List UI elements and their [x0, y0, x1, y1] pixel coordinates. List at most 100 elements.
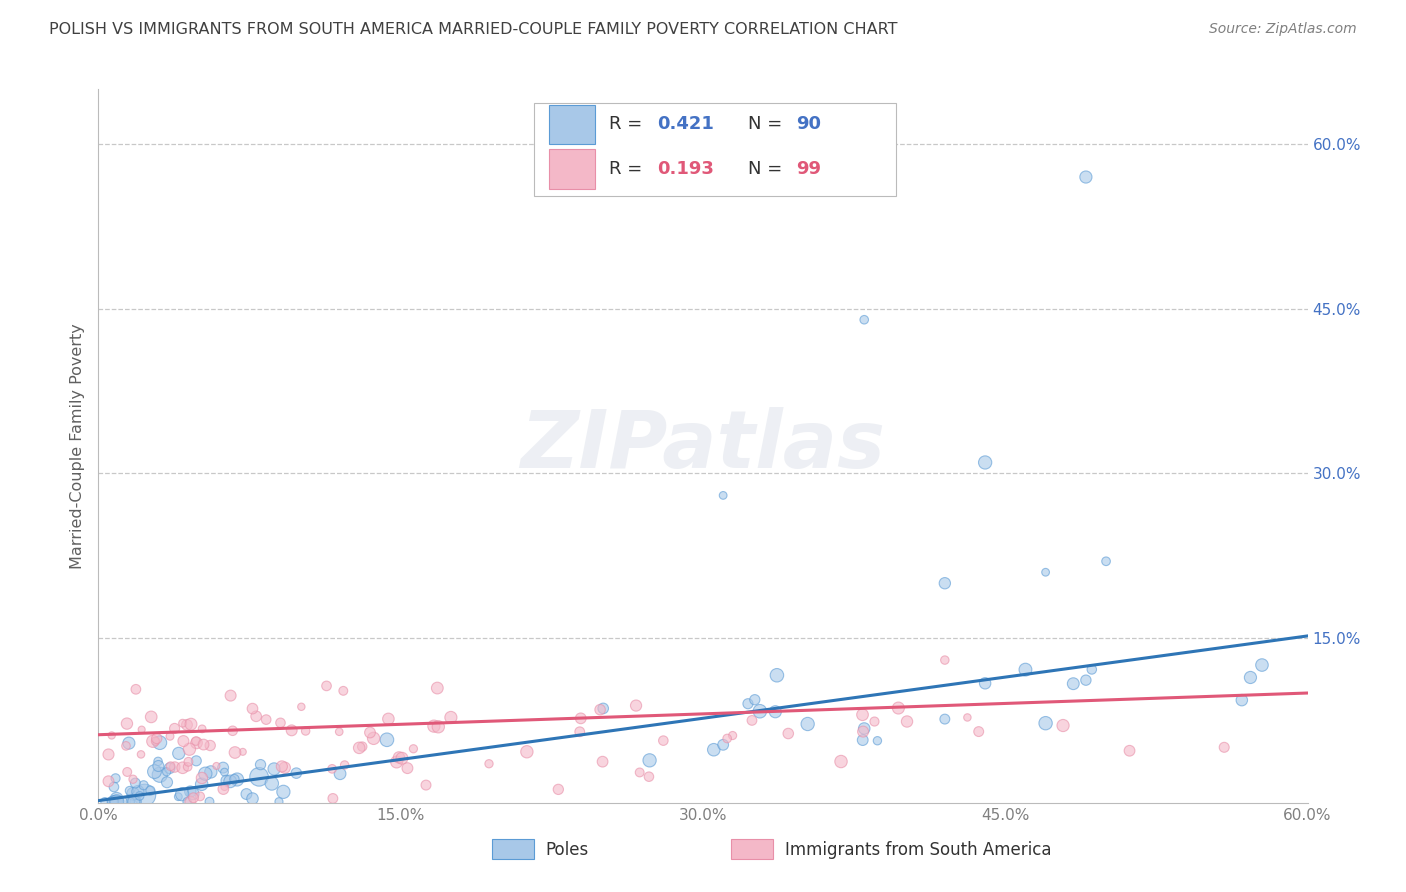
Point: [120, 795, 142, 809]
Point: [103, 780, 125, 794]
Point: [716, 731, 738, 746]
Text: Immigrants from South America: Immigrants from South America: [785, 841, 1052, 859]
Point: [181, 787, 204, 801]
Text: Source: ZipAtlas.com: Source: ZipAtlas.com: [1209, 22, 1357, 37]
Point: [134, 788, 156, 802]
Point: [796, 717, 818, 731]
Point: [427, 720, 450, 734]
Text: ZIPatlas: ZIPatlas: [520, 407, 886, 485]
Point: [569, 711, 592, 725]
Point: [967, 724, 990, 739]
Point: [1095, 554, 1118, 568]
Point: [830, 755, 852, 769]
Point: [128, 789, 150, 803]
Point: [155, 764, 177, 779]
Point: [1251, 658, 1274, 673]
Point: [191, 722, 214, 736]
Point: [183, 790, 205, 805]
Point: [974, 455, 997, 469]
Point: [172, 716, 194, 731]
Point: [159, 759, 181, 773]
Point: [547, 782, 569, 797]
Point: [172, 787, 194, 801]
Text: R =: R =: [609, 160, 648, 178]
Point: [328, 724, 350, 739]
Point: [363, 731, 385, 746]
Point: [97, 747, 120, 762]
Point: [652, 733, 675, 747]
Point: [115, 716, 138, 731]
Point: [388, 750, 411, 764]
Point: [226, 772, 249, 787]
Point: [896, 714, 918, 729]
Point: [294, 723, 316, 738]
Point: [763, 705, 786, 719]
Point: [143, 764, 166, 779]
Point: [127, 784, 149, 798]
Point: [105, 795, 128, 809]
Point: [333, 758, 356, 772]
Point: [104, 772, 127, 786]
Point: [321, 762, 343, 776]
Point: [212, 761, 235, 775]
Point: [638, 770, 661, 784]
Point: [934, 576, 956, 591]
Text: R =: R =: [609, 115, 648, 133]
Point: [274, 761, 297, 775]
Point: [385, 755, 408, 769]
Point: [267, 795, 290, 809]
Point: [193, 738, 215, 752]
Point: [163, 722, 186, 736]
Point: [156, 775, 179, 789]
Point: [352, 739, 374, 754]
Point: [132, 778, 155, 792]
Text: N =: N =: [748, 160, 787, 178]
Point: [214, 780, 236, 794]
Point: [852, 733, 875, 747]
Point: [766, 668, 789, 682]
Point: [851, 707, 873, 722]
Point: [1213, 740, 1236, 755]
Point: [94, 795, 117, 809]
Point: [778, 726, 800, 740]
Point: [179, 795, 201, 809]
Bar: [550, 150, 595, 189]
Point: [163, 760, 186, 774]
Point: [242, 701, 264, 715]
Point: [377, 712, 399, 726]
Point: [219, 774, 242, 789]
Point: [332, 683, 354, 698]
FancyBboxPatch shape: [534, 103, 897, 196]
Point: [212, 782, 235, 797]
Point: [1074, 169, 1097, 184]
Point: [105, 795, 128, 809]
Point: [711, 488, 734, 502]
Point: [329, 766, 352, 780]
Point: [177, 755, 200, 769]
Point: [260, 776, 283, 790]
Point: [103, 795, 125, 809]
Point: [176, 718, 198, 732]
Point: [179, 742, 201, 756]
Point: [115, 739, 138, 753]
Point: [100, 729, 122, 743]
Point: [866, 733, 889, 747]
Point: [139, 783, 162, 797]
Point: [285, 766, 308, 780]
Point: [118, 736, 141, 750]
Point: [853, 722, 876, 736]
Point: [188, 789, 211, 804]
Point: [290, 699, 312, 714]
Point: [270, 759, 292, 773]
Point: [221, 723, 243, 738]
Point: [176, 795, 198, 809]
Point: [396, 761, 419, 775]
Point: [1239, 670, 1261, 684]
Point: [176, 760, 198, 774]
Point: [149, 736, 172, 750]
Point: [205, 759, 228, 773]
Point: [254, 713, 277, 727]
Point: [214, 765, 236, 780]
Point: [235, 787, 257, 801]
Point: [111, 795, 134, 809]
